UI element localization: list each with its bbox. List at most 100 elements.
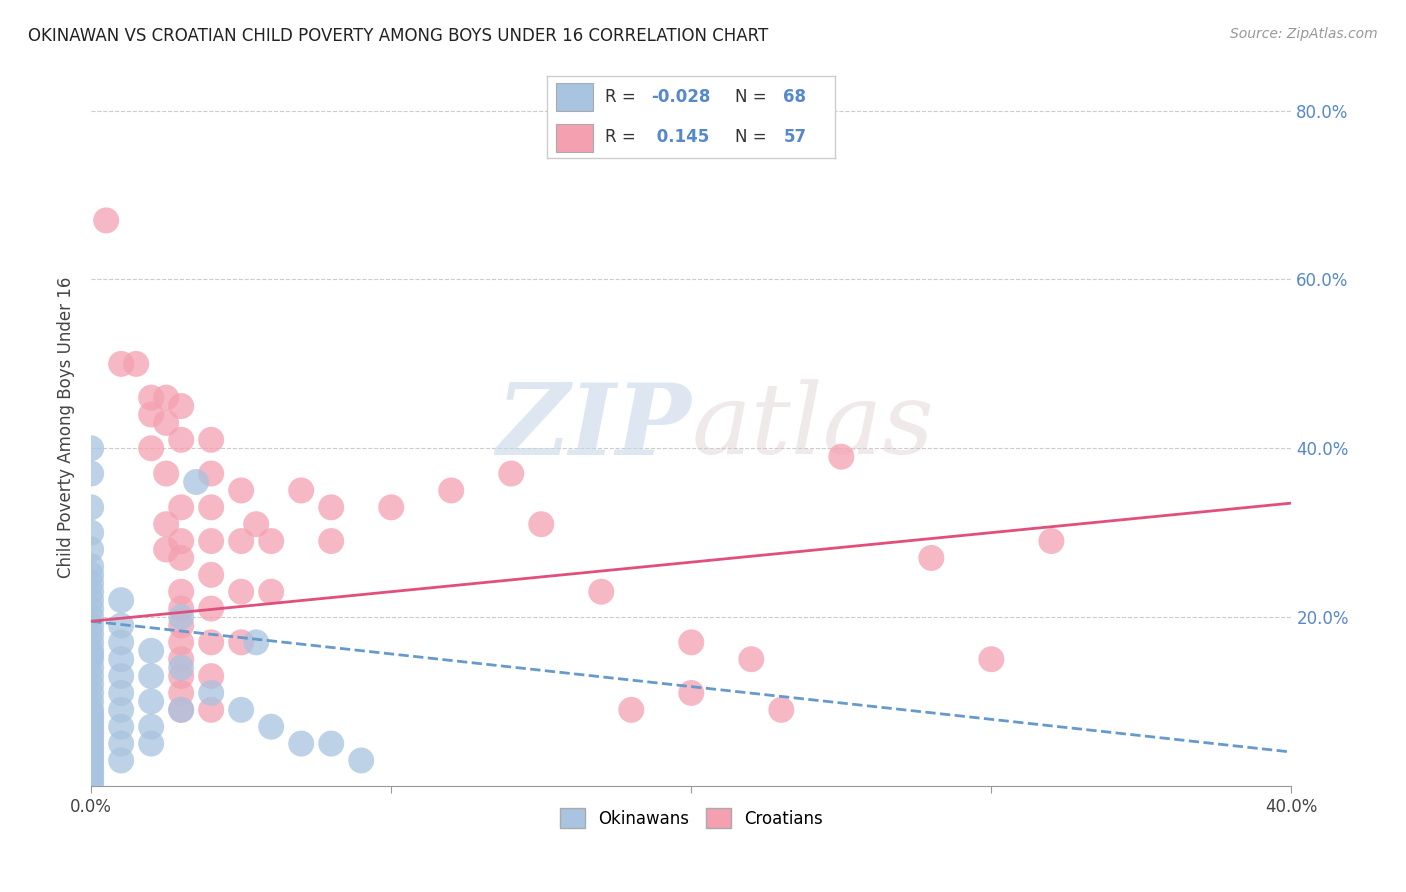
Point [170, 660, 193, 674]
Point [170, 669, 193, 683]
Point [170, 551, 193, 566]
Point [80, 740, 103, 755]
Point [80, 442, 103, 456]
Point [200, 686, 222, 700]
Point [80, 749, 103, 764]
Point [80, 757, 103, 772]
Point [141, 644, 163, 658]
Point [170, 601, 193, 615]
Point [231, 483, 253, 498]
Point [980, 652, 1002, 666]
Point [620, 703, 643, 717]
Point [80, 677, 103, 691]
Point [170, 433, 193, 447]
Point [80, 715, 103, 730]
Point [80, 737, 103, 751]
Point [80, 648, 103, 662]
Point [80, 559, 103, 574]
Point [231, 703, 253, 717]
Point [80, 728, 103, 742]
Point [260, 720, 283, 734]
Point [141, 391, 163, 405]
Point [80, 601, 103, 615]
Point [80, 770, 103, 784]
Point [155, 467, 177, 481]
Point [110, 635, 132, 649]
Point [80, 669, 103, 683]
Point [770, 703, 793, 717]
Point [110, 593, 132, 607]
Point [141, 737, 163, 751]
Point [231, 635, 253, 649]
Point [920, 551, 942, 566]
Point [155, 542, 177, 557]
Point [200, 703, 222, 717]
Legend: Okinawans, Croatians: Okinawans, Croatians [553, 801, 830, 835]
Point [245, 635, 267, 649]
Point [290, 737, 312, 751]
Point [110, 754, 132, 768]
Point [80, 525, 103, 540]
Point [260, 534, 283, 549]
Point [200, 635, 222, 649]
Point [530, 517, 553, 532]
Point [321, 737, 343, 751]
Point [110, 669, 132, 683]
Point [231, 534, 253, 549]
Point [321, 534, 343, 549]
Point [141, 694, 163, 708]
Point [141, 720, 163, 734]
Point [110, 737, 132, 751]
Point [80, 732, 103, 747]
Point [80, 652, 103, 666]
Point [591, 584, 613, 599]
Point [155, 416, 177, 430]
Point [80, 686, 103, 700]
Point [170, 500, 193, 515]
Point [80, 754, 103, 768]
Point [170, 610, 193, 624]
Point [80, 635, 103, 649]
Point [830, 450, 852, 464]
Point [245, 517, 267, 532]
Point [200, 500, 222, 515]
Text: ZIP: ZIP [496, 379, 692, 475]
Point [80, 779, 103, 793]
Point [80, 745, 103, 759]
Point [155, 391, 177, 405]
Point [440, 483, 463, 498]
Point [80, 711, 103, 725]
Point [80, 627, 103, 641]
Point [80, 618, 103, 632]
Point [290, 483, 312, 498]
Point [110, 703, 132, 717]
Point [80, 610, 103, 624]
Point [170, 399, 193, 413]
Point [170, 635, 193, 649]
Point [380, 500, 402, 515]
Point [80, 567, 103, 582]
Text: Source: ZipAtlas.com: Source: ZipAtlas.com [1230, 27, 1378, 41]
Point [200, 567, 222, 582]
Point [170, 703, 193, 717]
Y-axis label: Child Poverty Among Boys Under 16: Child Poverty Among Boys Under 16 [58, 277, 75, 578]
Point [740, 652, 762, 666]
Point [170, 686, 193, 700]
Point [80, 660, 103, 674]
Point [170, 534, 193, 549]
Point [110, 652, 132, 666]
Point [80, 707, 103, 722]
Text: OKINAWAN VS CROATIAN CHILD POVERTY AMONG BOYS UNDER 16 CORRELATION CHART: OKINAWAN VS CROATIAN CHILD POVERTY AMONG… [28, 27, 768, 45]
Point [231, 584, 253, 599]
Point [200, 601, 222, 615]
Point [80, 576, 103, 591]
Point [96, 213, 118, 227]
Point [110, 618, 132, 632]
Point [170, 703, 193, 717]
Point [186, 475, 208, 489]
Point [125, 357, 148, 371]
Point [80, 694, 103, 708]
Point [141, 669, 163, 683]
Point [200, 467, 222, 481]
Point [80, 703, 103, 717]
